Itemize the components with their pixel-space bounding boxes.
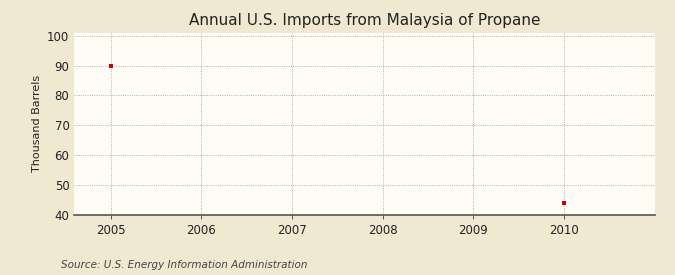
Y-axis label: Thousand Barrels: Thousand Barrels — [32, 75, 42, 172]
Text: Source: U.S. Energy Information Administration: Source: U.S. Energy Information Administ… — [61, 260, 307, 270]
Title: Annual U.S. Imports from Malaysia of Propane: Annual U.S. Imports from Malaysia of Pro… — [189, 13, 540, 28]
